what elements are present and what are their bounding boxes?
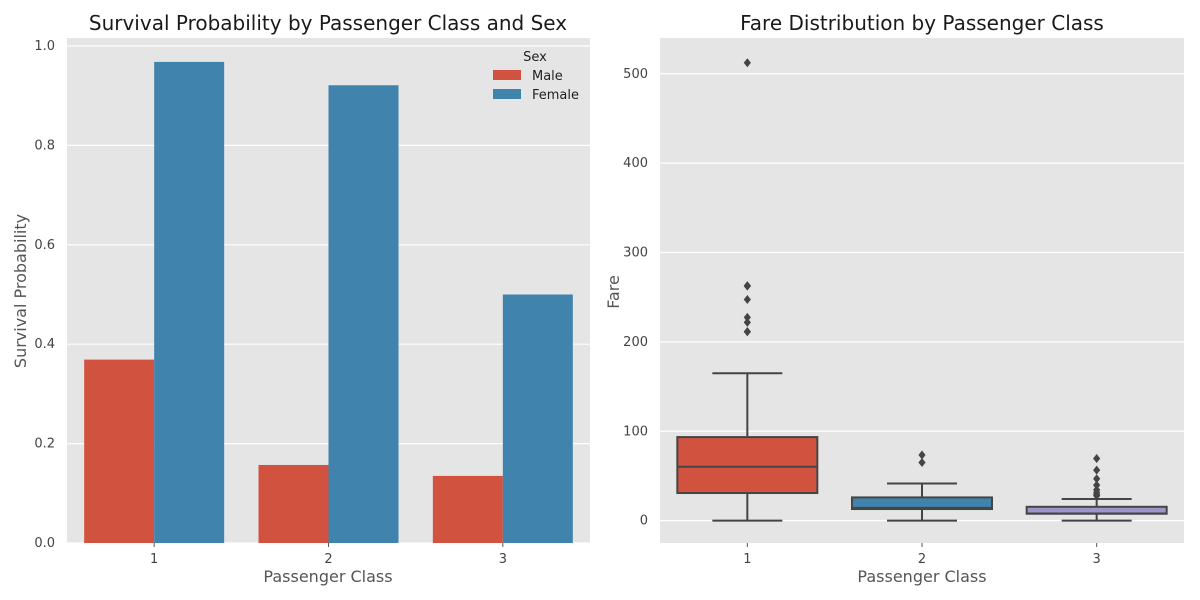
y-tick-label: 0 <box>640 514 648 529</box>
survival-bars <box>84 61 573 544</box>
fare-x-axis-label: Passenger Class <box>857 567 986 586</box>
survival-x-ticks: 1 2 3 <box>150 543 507 567</box>
y-tick-label: 0.0 <box>34 536 55 551</box>
bar-male-class-1 <box>84 359 155 543</box>
box-iqr <box>676 436 819 495</box>
outlier-point <box>1093 480 1101 490</box>
y-tick-label: 400 <box>623 156 648 171</box>
y-tick-label: 300 <box>623 246 648 261</box>
outlier-point <box>743 294 751 304</box>
x-tick-label: 3 <box>1093 552 1101 567</box>
legend-male-label: Male <box>532 69 563 84</box>
y-tick-label: 0.8 <box>34 138 55 153</box>
y-tick-label: 0.4 <box>34 337 55 352</box>
box-class-1 <box>676 58 819 522</box>
x-tick-label: 3 <box>499 552 507 567</box>
bar-male-class-2 <box>258 464 329 543</box>
outlier-point <box>918 450 926 460</box>
survival-y-ticks: 0.0 0.2 0.4 0.6 0.8 1.0 <box>34 39 55 551</box>
survival-x-axis-label: Passenger Class <box>263 567 392 586</box>
bar-female-class-3 <box>502 294 573 543</box>
bar-male-class-3 <box>432 475 503 543</box>
y-tick-label: 0.6 <box>34 238 55 253</box>
outlier-point <box>1093 485 1101 495</box>
outlier-point <box>743 58 751 68</box>
y-tick-label: 1.0 <box>34 39 55 54</box>
outlier-point <box>743 327 751 337</box>
outlier-point <box>743 317 751 327</box>
legend-female-label: Female <box>532 88 579 103</box>
fare-chart-title: Fare Distribution by Passenger Class <box>740 11 1104 35</box>
bar-female-class-1 <box>154 61 225 544</box>
survival-y-axis-label: Survival Probability <box>11 214 30 368</box>
outlier-point <box>918 458 926 468</box>
survival-legend: Sex Male Female <box>493 50 579 103</box>
legend-title: Sex <box>523 50 547 65</box>
outlier-point <box>743 312 751 322</box>
x-tick-label: 2 <box>324 552 332 567</box>
fare-chart: 0 100 200 300 400 500 1 2 3 Fare Distribution b… <box>604 11 1184 586</box>
survival-chart-title: Survival Probability by Passenger Class … <box>89 11 567 35</box>
y-tick-label: 500 <box>623 67 648 82</box>
fare-boxes <box>676 58 1168 522</box>
legend-female-swatch <box>493 89 521 99</box>
box-iqr <box>851 496 993 511</box>
box-class-3 <box>1025 453 1168 522</box>
outlier-point <box>1093 474 1101 484</box>
box-class-2 <box>851 450 993 522</box>
y-tick-label: 200 <box>623 335 648 350</box>
y-tick-label: 0.2 <box>34 437 55 452</box>
fare-y-axis-label: Fare <box>604 275 623 309</box>
survival-chart: 0.0 0.2 0.4 0.6 0.8 1.0 1 2 3 Survival Probabil… <box>11 11 590 586</box>
legend-male-swatch <box>493 70 521 80</box>
outlier-point <box>1093 465 1101 475</box>
fare-x-ticks: 1 2 3 <box>743 543 1101 567</box>
x-tick-label: 1 <box>743 552 751 567</box>
x-tick-label: 1 <box>150 552 158 567</box>
outlier-point <box>743 281 751 291</box>
fare-y-ticks: 0 100 200 300 400 500 <box>623 67 648 529</box>
y-tick-label: 100 <box>623 424 648 439</box>
outlier-point <box>1093 453 1101 463</box>
x-tick-label: 2 <box>918 552 926 567</box>
bar-female-class-2 <box>328 85 399 543</box>
